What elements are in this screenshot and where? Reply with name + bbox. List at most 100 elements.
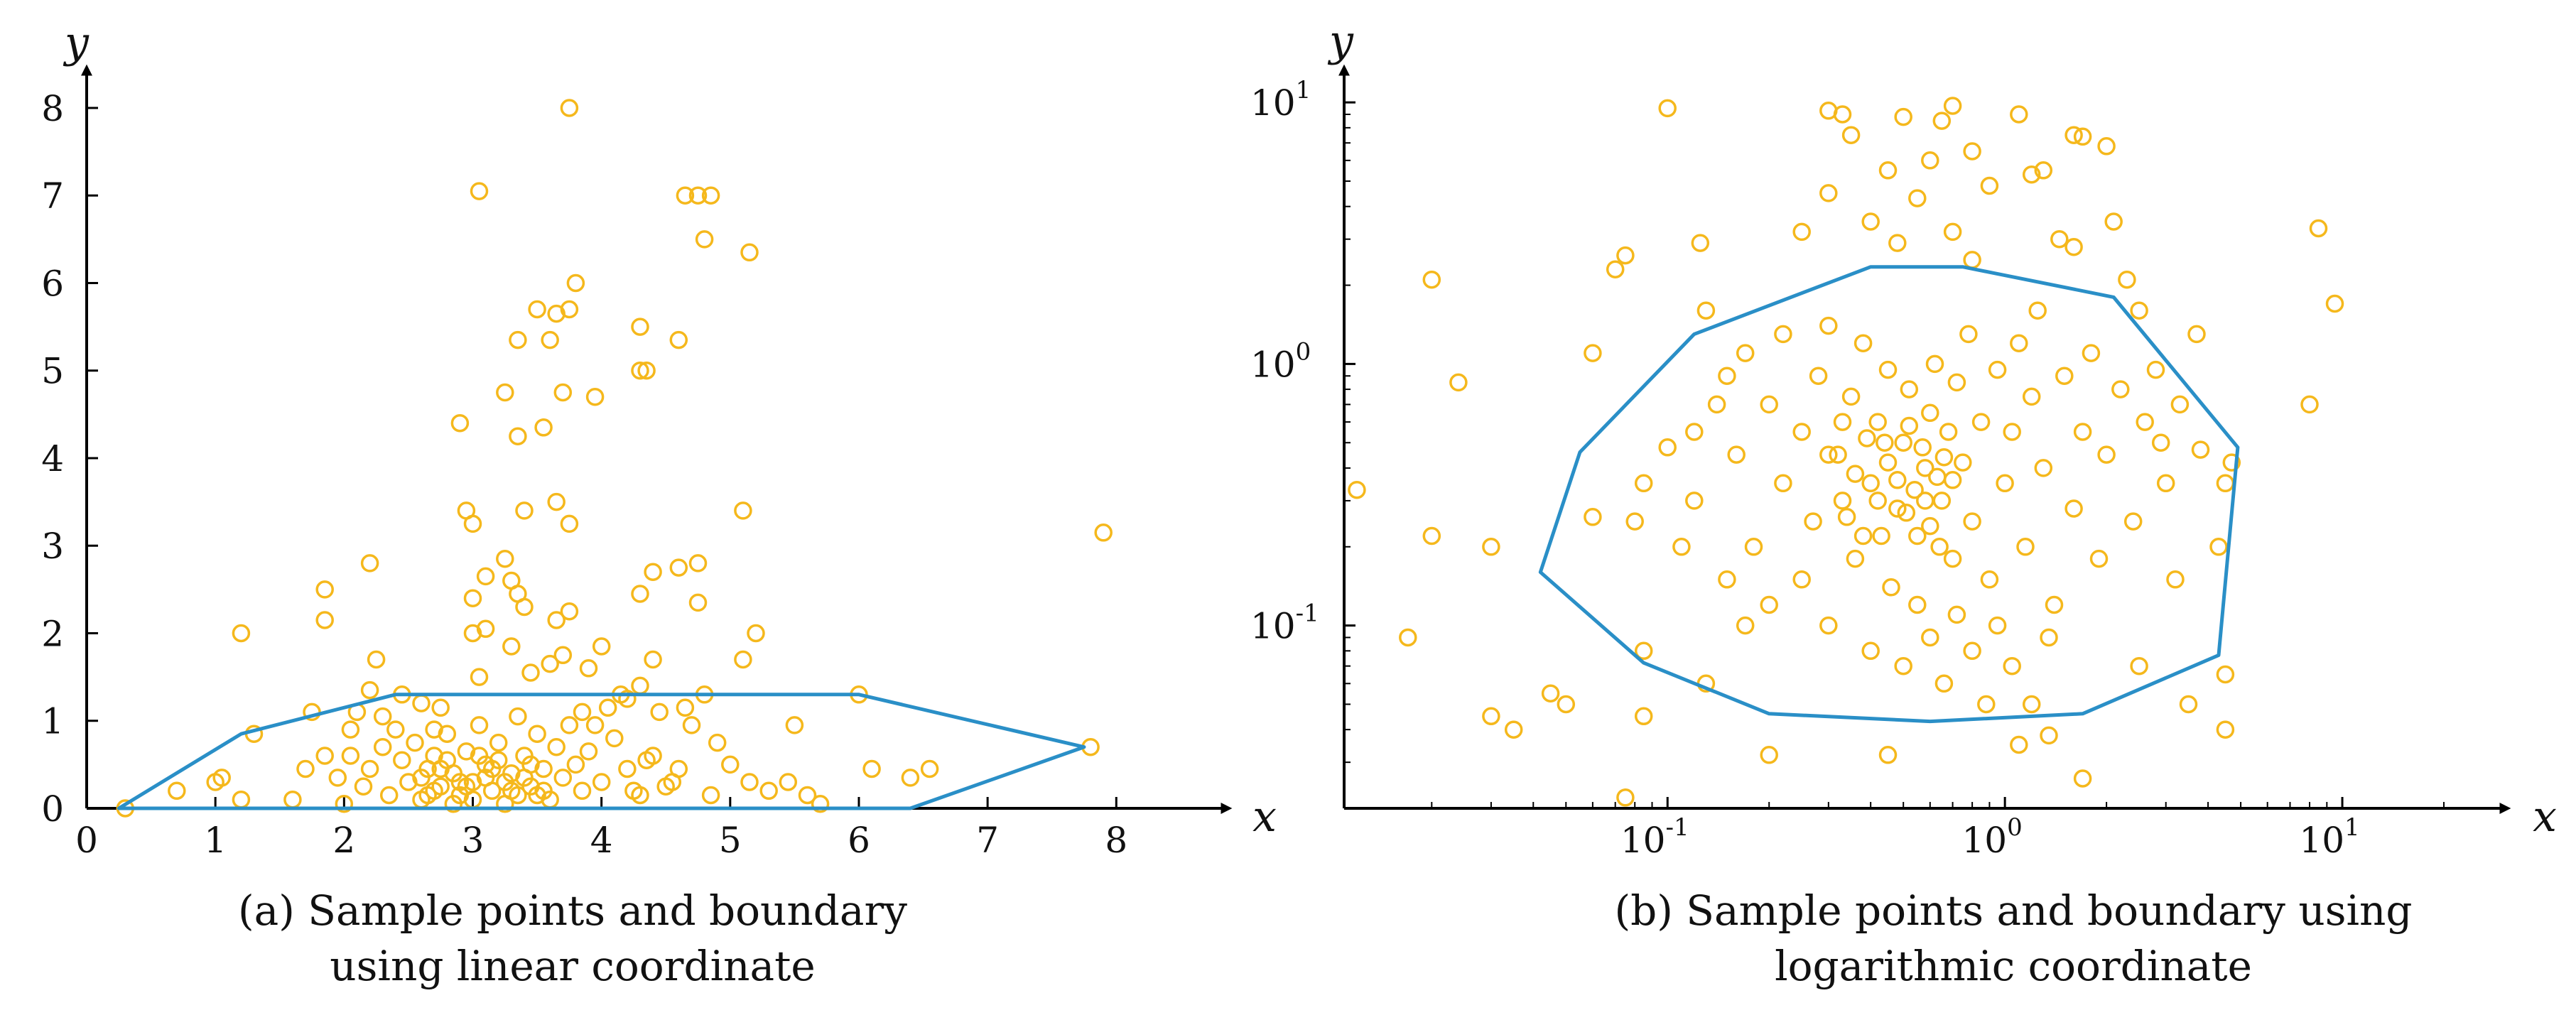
log-sample-point <box>2003 656 2021 676</box>
linear-sample-point <box>509 330 527 349</box>
log-sample-point <box>2034 161 2053 180</box>
linear-y-tick-label: 6 <box>41 263 64 304</box>
log-boundary <box>1538 265 2240 724</box>
linear-sample-point <box>618 759 637 778</box>
linear-sample-point <box>547 737 565 756</box>
log-sample-point <box>2191 440 2210 459</box>
log-sample-point <box>1930 538 1949 556</box>
linear-sample-point <box>496 549 514 568</box>
log-sample-point <box>1921 516 1939 536</box>
linear-sample-point <box>393 751 411 769</box>
log-sample-point <box>1658 438 1677 457</box>
linear-sample-point <box>444 795 463 813</box>
linear-sample-point <box>701 786 720 805</box>
linear-sample-point <box>431 759 450 778</box>
log-sample-point <box>2216 665 2235 684</box>
log-sample-point <box>2151 433 2170 452</box>
log-sample-point <box>1792 222 1811 242</box>
log-sample-point <box>1861 641 1880 661</box>
log-sample-point <box>1908 526 1927 546</box>
log-sample-point <box>2022 165 2041 184</box>
log-sample-point <box>1718 570 1736 589</box>
linear-sample-point <box>708 733 727 752</box>
linear-sample-point <box>734 501 752 520</box>
log-sample-point <box>2097 137 2116 156</box>
linear-sample-point <box>901 769 920 787</box>
linear-sample-point <box>438 725 457 743</box>
log-sample-point <box>1833 492 1852 510</box>
linear-sample-point <box>721 755 740 774</box>
linear-sample-point <box>373 737 392 756</box>
log-y-tick-label: 100 <box>1250 337 1311 385</box>
linear-sample-point <box>450 413 470 433</box>
log-sample-point <box>1861 474 1880 493</box>
log-sample-point <box>1878 161 1898 180</box>
linear-sample-point <box>341 747 360 765</box>
log-sample-point <box>1988 360 2007 379</box>
log-sample-point <box>2073 127 2092 146</box>
log-sample-point <box>2130 301 2148 320</box>
log-sample-point <box>1736 616 1755 635</box>
linear-sample-point <box>920 759 939 778</box>
log-sample-point <box>1774 325 1792 344</box>
log-sample-point <box>2146 360 2165 379</box>
log-sample-point <box>1616 246 1635 265</box>
log-sample-point <box>1792 570 1811 589</box>
linear-sample-point <box>470 747 489 765</box>
log-sample-point <box>1943 222 1962 242</box>
linear-sample-point <box>688 593 708 612</box>
log-sample-point <box>1616 788 1635 807</box>
linear-sample-point <box>631 676 649 695</box>
log-sample-point <box>1959 325 1978 344</box>
linear-sample-point <box>560 602 579 621</box>
log-sample-point <box>1557 695 1576 714</box>
linear-sample-point <box>418 786 437 805</box>
log-sample-point <box>1858 429 1876 447</box>
linear-sample-point <box>496 773 514 791</box>
log-sample-point <box>2010 735 2028 754</box>
linear-sample-point <box>592 773 611 791</box>
log-sample-point <box>2028 301 2047 320</box>
linear-sample-point <box>457 777 476 796</box>
log-sample-point <box>1932 492 1952 510</box>
linear-sample-point <box>367 650 386 669</box>
log-sample-point <box>1905 480 1924 499</box>
linear-sample-point <box>585 387 605 406</box>
log-sample-point <box>1422 526 1441 546</box>
linear-caption-line-2: using linear coordinate <box>330 942 815 990</box>
linear-sample-point <box>663 773 682 791</box>
linear-sample-point <box>688 186 708 205</box>
log-sample-point <box>1504 720 1523 739</box>
linear-sample-point <box>463 514 482 533</box>
log-sample-point <box>2073 423 2092 441</box>
log-sample-point <box>1939 423 1958 441</box>
log-sample-point <box>1833 105 1852 124</box>
log-sample-point <box>1482 707 1500 726</box>
log-sample-point <box>2170 395 2190 414</box>
log-sample-point <box>1584 508 1602 526</box>
log-sample-point <box>1943 471 1962 489</box>
log-sample-point <box>1882 578 1900 597</box>
log-y-tick-label: 101 <box>1250 76 1311 124</box>
log-sample-point <box>1954 453 1972 472</box>
log-sample-point <box>1878 360 1898 379</box>
log-x-axis-label: x <box>2533 792 2557 842</box>
log-sample-point <box>1888 499 1907 518</box>
log-sample-point <box>2209 538 2228 556</box>
log-sample-point <box>2136 413 2154 431</box>
log-y-tick-label: 10-1 <box>1250 599 1319 647</box>
log-sample-point <box>1977 695 1996 714</box>
linear-sample-point <box>669 330 688 349</box>
linear-sample-point <box>573 781 592 801</box>
log-sample-point <box>2082 344 2101 362</box>
linear-sample-point <box>676 186 695 205</box>
linear-sample-point <box>592 637 611 656</box>
log-sample-point <box>1872 526 1890 546</box>
log-sample-point <box>1727 445 1746 464</box>
linear-sample-point <box>482 759 502 778</box>
linear-sample-point <box>386 720 405 739</box>
log-sample-point <box>1707 395 1726 414</box>
linear-sample-point <box>489 733 508 752</box>
linear-sample-point <box>547 611 565 629</box>
linear-sample-point <box>573 702 592 722</box>
